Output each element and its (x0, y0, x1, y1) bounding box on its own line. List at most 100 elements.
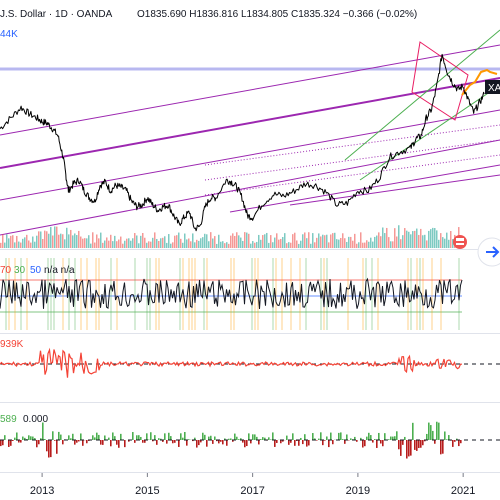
histogram-bar (422, 440, 424, 446)
rsi-level-70: 70 (0, 265, 12, 276)
volume-bar (186, 239, 188, 248)
histogram-bar (16, 432, 18, 440)
volume-bar (170, 243, 172, 248)
x-tick-label: 2017 (240, 485, 264, 497)
volume-bar (40, 231, 42, 248)
histogram-bar (178, 440, 180, 447)
arrow-right-icon[interactable] (477, 237, 500, 267)
volume-bar (392, 241, 394, 248)
histogram-bar (360, 437, 362, 440)
volume-bar (228, 243, 230, 248)
volume-bar (44, 230, 46, 248)
histogram-bar (396, 431, 398, 440)
volume-bar (234, 235, 236, 248)
histogram-bar (4, 435, 6, 440)
volume-bar (402, 235, 404, 248)
volume-bar (48, 233, 50, 248)
volume-bar (378, 232, 380, 248)
volume-bar (308, 232, 310, 248)
histogram-bar (400, 440, 402, 456)
volume-bar (18, 241, 20, 248)
histogram-bar (196, 440, 198, 448)
volume-bar (310, 243, 312, 248)
volume-bar (384, 233, 386, 248)
volume-bar (292, 234, 294, 248)
histogram-bar (428, 422, 430, 440)
histogram-bar (134, 440, 136, 443)
histogram-bar (198, 440, 200, 446)
volume-bar (130, 240, 132, 248)
volume-bar (100, 232, 102, 248)
histogram-bar (10, 440, 12, 446)
volume-bar (142, 233, 144, 248)
volume-bar (260, 239, 262, 248)
histogram-bar (38, 440, 40, 445)
histogram-bar (458, 440, 460, 447)
histogram-bar (158, 438, 160, 440)
volume-bar (398, 225, 400, 248)
histogram-bar (314, 438, 316, 440)
green-channel[interactable] (344, 29, 500, 181)
histogram-bar (222, 440, 224, 445)
volume-bar (296, 240, 298, 248)
volume-bar (372, 241, 374, 248)
volume-bar (184, 233, 186, 248)
red-pattern-wedge[interactable] (411, 41, 469, 121)
volume-bar (194, 242, 196, 248)
histogram-bar (92, 435, 94, 440)
volume-bar (154, 232, 156, 248)
volume-bar (126, 238, 128, 248)
volume-bar (86, 238, 88, 248)
histogram-bar (110, 440, 112, 447)
volume-bar (404, 228, 406, 248)
histogram-bar (192, 440, 194, 442)
volume-bar (82, 238, 84, 248)
volume-bars (0, 225, 462, 248)
histogram-bar (162, 440, 164, 442)
volume-bar (302, 234, 304, 248)
histogram-bar (124, 440, 126, 448)
histogram-bar (104, 435, 106, 440)
histogram-bar (184, 432, 186, 440)
volume-bar (428, 230, 430, 248)
volume-bar (42, 238, 44, 248)
histogram-bar (220, 440, 222, 442)
histogram-bar (446, 439, 448, 440)
symbol-title: J.S. Dollar · 1D · OANDA (0, 9, 113, 20)
histogram-bar (402, 440, 404, 445)
volume-bar (214, 236, 216, 248)
volume-bar (268, 242, 270, 248)
volume-bar (94, 242, 96, 248)
rsi-level-50: 50 (30, 265, 42, 276)
volume-bar (210, 232, 212, 248)
histogram-bar (94, 437, 96, 440)
volume-bar (410, 234, 412, 248)
x-axis: 2013 2015 2017 2019 2021 (30, 473, 475, 497)
volume-bar (132, 238, 134, 248)
histogram-bar (174, 440, 176, 443)
volume-bar (174, 235, 176, 248)
volume-bar (20, 242, 22, 248)
volume-bar (424, 234, 426, 248)
volume-bar (446, 232, 448, 248)
flag-icon[interactable] (453, 235, 467, 249)
histogram-bar (138, 435, 140, 440)
histogram-bar (58, 431, 60, 440)
regression-channel[interactable] (0, 44, 500, 236)
volume-bar (108, 240, 110, 248)
orange-projection[interactable] (461, 68, 498, 96)
histogram-bar (120, 433, 122, 440)
histogram-bar (100, 440, 102, 445)
volume-bar (30, 242, 32, 248)
volume-bar (394, 228, 396, 248)
pane-separators (0, 249, 500, 473)
price-tag[interactable]: XA (485, 80, 500, 94)
histogram-bar (418, 440, 420, 449)
histogram-bar (264, 437, 266, 440)
channel-line-dotted-1 (204, 124, 500, 166)
volume-bar (332, 233, 334, 248)
histogram-bar (172, 440, 174, 444)
volume-bar (212, 238, 214, 248)
volume-bar (244, 232, 246, 248)
histogram-bar (322, 440, 324, 446)
